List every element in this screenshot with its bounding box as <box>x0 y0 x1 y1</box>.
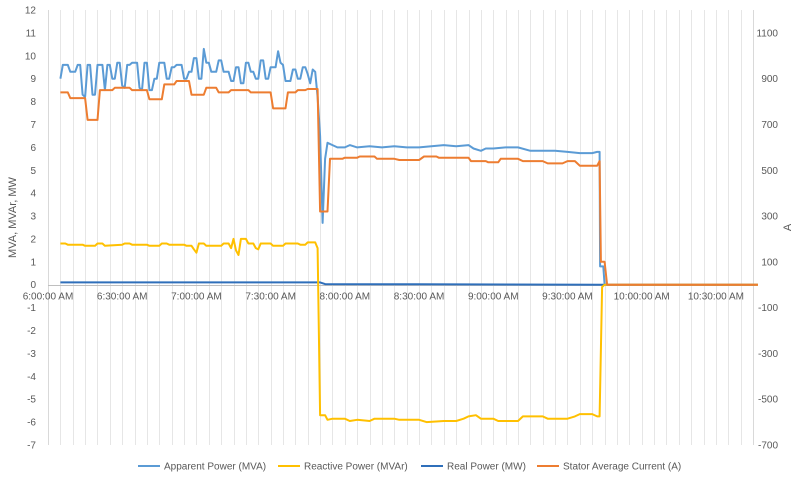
y-left-tick-label: -3 <box>27 349 36 360</box>
y-left-tick-label: 6 <box>30 143 36 154</box>
y-right-tick-label: 100 <box>761 257 778 268</box>
y-left-tick-label: 9 <box>30 74 36 85</box>
grid <box>48 10 754 445</box>
y-left-tick-label: 1 <box>30 257 36 268</box>
y-left-tick-label: 12 <box>25 6 37 17</box>
legend-label-apparent-power: Apparent Power (MVA) <box>164 462 266 473</box>
x-tick-label: 8:00:00 AM <box>320 292 371 303</box>
x-tick-label: 8:30:00 AM <box>394 292 445 303</box>
right-axis-ticks: -700 -500 -300 -100 100 300 500 700 900 1100 <box>756 28 778 451</box>
y-right-tick-label: -300 <box>758 349 778 360</box>
x-axis-ticks: 6:00:00 AM 6:30:00 AM 7:00:00 AM 7:30:00 AM… <box>23 292 744 303</box>
y-left-tick-label: 10 <box>25 51 37 62</box>
y-left-tick-label: 2 <box>30 234 36 245</box>
y-left-tick-label: -7 <box>27 441 36 452</box>
y-left-tick-label: 3 <box>30 212 36 223</box>
x-tick-label: 9:30:00 AM <box>542 292 593 303</box>
y-right-tick-label: -100 <box>758 303 778 314</box>
y-right-tick-label: 900 <box>761 74 778 85</box>
y-left-tick-label: -6 <box>27 418 36 429</box>
series-lines <box>59 47 758 424</box>
y-right-tick-label: -700 <box>758 441 778 452</box>
series-line-stator-average-current <box>60 80 758 286</box>
y-right-tick-label: 700 <box>761 120 778 131</box>
x-tick-label: 10:00:00 AM <box>614 292 670 303</box>
x-tick-label: 7:30:00 AM <box>245 292 296 303</box>
y-right-tick-label: -500 <box>758 395 778 406</box>
legend-label-real-power: Real Power (MW) <box>447 462 526 473</box>
y-right-tick-label: 500 <box>761 166 778 177</box>
y-right-tick-label: 300 <box>761 212 778 223</box>
x-tick-label: 7:00:00 AM <box>171 292 222 303</box>
legend: Apparent Power (MVA) Reactive Power (MVAr… <box>138 462 681 473</box>
y-left-tick-label: 11 <box>26 28 37 39</box>
left-axis-title: MVA, MVAr, MW <box>7 176 19 257</box>
y-right-tick-label: 1100 <box>756 28 778 39</box>
series-line-apparent-power <box>59 47 758 286</box>
y-left-tick-label: -5 <box>27 395 36 406</box>
right-axis-title: A <box>782 223 794 231</box>
x-tick-label: 6:00:00 AM <box>23 292 74 303</box>
y-left-tick-label: -4 <box>27 372 36 383</box>
y-left-tick-label: 8 <box>30 97 36 108</box>
x-tick-label: 9:00:00 AM <box>468 292 519 303</box>
x-tick-label: 10:30:00 AM <box>688 292 744 303</box>
series-line-reactive-power <box>60 237 758 424</box>
legend-label-stator-average-current: Stator Average Current (A) <box>563 462 681 473</box>
x-tick-label: 6:30:00 AM <box>97 292 148 303</box>
y-left-tick-label: 0 <box>30 280 36 291</box>
y-left-tick-label: 5 <box>30 166 36 177</box>
legend-label-reactive-power: Reactive Power (MVAr) <box>304 462 408 473</box>
y-left-tick-label: 4 <box>30 189 36 200</box>
y-left-tick-label: 7 <box>30 120 36 131</box>
y-left-tick-label: -1 <box>27 303 36 314</box>
y-left-tick-label: -2 <box>27 326 36 337</box>
